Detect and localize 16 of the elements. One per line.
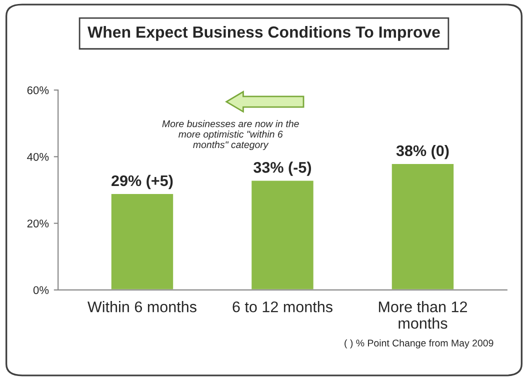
y-tick-label: 0%: [33, 286, 49, 294]
data-label: 38% (0): [396, 144, 449, 160]
bar: [250, 179, 315, 290]
text: ( ) % Point Change from May 2009: [344, 339, 494, 348]
y-tick-label: 20%: [27, 220, 49, 228]
data-label: 33% (-5): [254, 162, 312, 176]
y-tick-label: 60%: [27, 86, 49, 94]
annotation: More businesses are now in the more optimistic "within 6 months" category: [162, 120, 299, 150]
x-tick-label: 6 to 12 months: [232, 301, 332, 312]
x-tick-label: More than 12 months: [378, 301, 467, 329]
bar: [110, 192, 174, 290]
x-tick-label: Within 6 months: [88, 301, 196, 312]
bar: [390, 162, 455, 290]
chart-title: When Expect Business Conditions To Improve: [88, 26, 440, 41]
data-label: 29% (+5): [112, 174, 173, 190]
y-tick-label: 40%: [27, 152, 49, 161]
